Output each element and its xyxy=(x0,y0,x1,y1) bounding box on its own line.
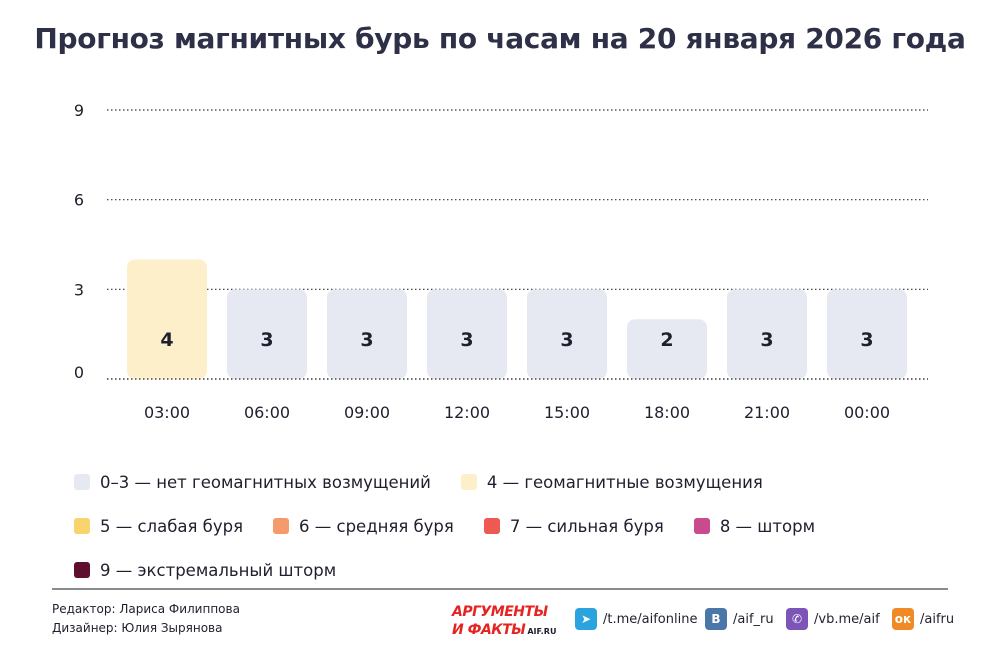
legend-label: 6 — средняя буря xyxy=(299,516,454,536)
legend-label: 8 — шторм xyxy=(719,516,816,536)
social-label: /aifru xyxy=(920,611,955,627)
social-link[interactable]: В/aif_ru xyxy=(705,608,774,630)
designer-credit: Дизайнер: Юлия Зырянова xyxy=(52,621,223,635)
x-tick-label: 18:00 xyxy=(644,403,690,422)
legend-swatch xyxy=(74,518,90,534)
bar-value-label: 3 xyxy=(360,329,373,351)
vk-icon: В xyxy=(705,608,727,630)
social-link[interactable]: ок/aifru xyxy=(892,608,954,630)
legend-item: 0–3 — нет геомагнитных возмущений xyxy=(74,473,431,492)
y-tick-label: 9 xyxy=(74,101,84,120)
bar-value-label: 3 xyxy=(860,329,873,351)
aif-logo: АРГУМЕНТЫ И ФАКТЫ AIF.RU xyxy=(452,604,562,638)
social-label: /vb.me/aif xyxy=(814,611,880,627)
legend-row: 5 — слабая буря 6 — средняя буря 7 — сильн… xyxy=(74,504,954,548)
bar xyxy=(427,289,507,379)
social-link[interactable]: ➤ /t.me/aifonline xyxy=(575,608,697,630)
legend-label: 9 — экстремальный шторм xyxy=(100,560,337,580)
bar xyxy=(727,289,807,379)
bar xyxy=(127,259,207,379)
legend-swatch xyxy=(74,562,90,578)
bar-value-label: 3 xyxy=(760,329,773,351)
telegram-icon: ➤ xyxy=(575,608,597,630)
odnoklassniki-icon: ок xyxy=(892,608,914,630)
x-tick-label: 12:00 xyxy=(444,403,490,422)
legend-label: 4 — геомагнитные возмущения xyxy=(486,472,763,492)
legend-item: 4 — геомагнитные возмущения xyxy=(460,472,763,492)
legend-swatch xyxy=(693,518,710,534)
x-tick-label: 00:00 xyxy=(844,403,890,422)
bar xyxy=(527,289,607,379)
x-tick-label: 21:00 xyxy=(744,403,790,422)
editor-credit: Редактор: Лариса Филиппова xyxy=(52,602,240,616)
bar xyxy=(627,319,707,379)
bar-value-label: 3 xyxy=(260,329,273,351)
y-tick-label: 0 xyxy=(74,363,84,382)
legend-swatch xyxy=(273,518,290,534)
x-tick-label: 06:00 xyxy=(244,403,290,422)
logo-site: AIF.RU xyxy=(527,627,557,636)
bar-chart: 0 3 6 9 4 03:00 3 06:00 3 09:00 3 12:00 3 15:00 2 18:00… xyxy=(74,101,928,422)
logo-line1: АРГУМЕНТЫ xyxy=(452,604,548,620)
bar xyxy=(827,289,907,379)
legend-item: 6 — средняя буря xyxy=(273,517,454,536)
bar-value-label: 3 xyxy=(560,329,573,351)
social-link[interactable]: ✆ /vb.me/aif xyxy=(786,608,880,630)
legend-label: 5 — слабая буря xyxy=(100,516,244,536)
legend-item: 9 — экстремальный шторм xyxy=(74,561,336,580)
legend-item: 7 — сильная буря xyxy=(483,516,664,536)
chart-title: Прогноз магнитных бурь по часам на 20 ян… xyxy=(34,22,966,55)
footer-divider xyxy=(52,588,948,590)
y-tick-label: 6 xyxy=(74,191,84,210)
legend: 0–3 — нет геомагнитных возмущений 4 — гео… xyxy=(74,460,954,592)
legend-swatch xyxy=(483,518,500,534)
credits: Редактор: Лариса Филиппова Дизайнер: Юли… xyxy=(52,600,240,638)
legend-row: 0–3 — нет геомагнитных возмущений 4 — гео… xyxy=(74,460,954,504)
bar-value-label: 2 xyxy=(660,329,673,351)
legend-item: 8 — шторм xyxy=(693,516,816,536)
y-tick-label: 3 xyxy=(74,280,84,299)
social-label: /aif_ru xyxy=(733,611,774,627)
bar-value-label: 4 xyxy=(160,329,173,351)
x-tick-label: 09:00 xyxy=(344,403,390,422)
legend-swatch xyxy=(74,474,90,490)
viber-icon: ✆ xyxy=(786,608,808,630)
logo-line2: И ФАКТЫ xyxy=(452,622,526,638)
x-tick-label: 15:00 xyxy=(544,403,590,422)
legend-swatch xyxy=(460,474,477,490)
social-label: /t.me/aifonline xyxy=(603,611,698,627)
x-tick-label: 03:00 xyxy=(144,403,190,422)
legend-row: 9 — экстремальный шторм xyxy=(74,548,954,592)
bar-value-label: 3 xyxy=(460,329,473,351)
bar xyxy=(327,289,407,379)
legend-label: 7 — сильная буря xyxy=(509,516,664,536)
legend-item: 5 — слабая буря xyxy=(74,517,243,536)
legend-label: 0–3 — нет геомагнитных возмущений xyxy=(100,472,431,492)
bar xyxy=(227,289,307,379)
